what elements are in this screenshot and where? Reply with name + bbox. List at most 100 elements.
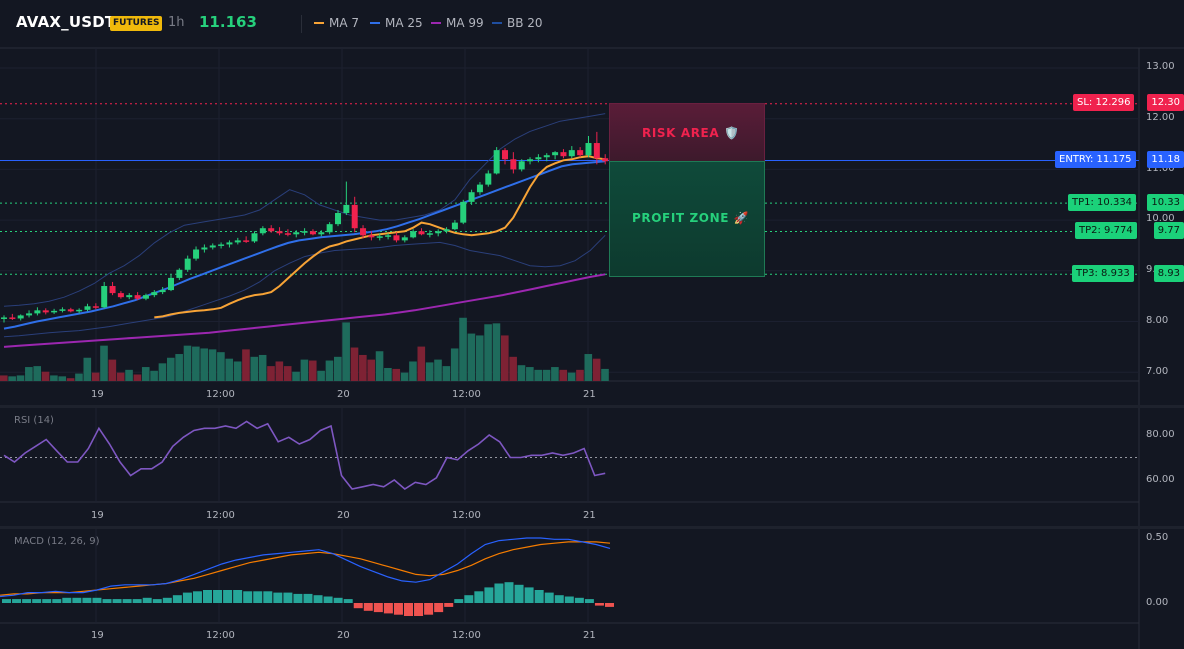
ma7-swatch-icon: [314, 22, 324, 24]
candle-body: [67, 309, 74, 312]
rsi-line: [3, 420, 606, 490]
volume-bar: [400, 372, 409, 381]
candle-body: [568, 150, 575, 157]
candle-body: [577, 150, 584, 156]
candle-body: [309, 231, 316, 235]
volume-bar: [459, 317, 467, 381]
volume-bar: [258, 354, 267, 381]
candle-body: [552, 152, 559, 156]
volume-bar: [567, 372, 576, 381]
macd-histogram-bar: [414, 603, 424, 616]
macd-histogram-bar: [253, 591, 263, 603]
timeframe-selector[interactable]: 1h: [168, 15, 185, 30]
time-tick: 20: [337, 630, 350, 641]
volume-bar: [434, 359, 442, 381]
candle-body: [460, 201, 467, 223]
volume-bar: [601, 368, 609, 381]
candle-body: [134, 295, 141, 299]
ma25-swatch-icon: [370, 22, 380, 24]
time-tick: 20: [337, 510, 350, 521]
volume-bar: [133, 374, 142, 381]
time-tick: 19: [91, 510, 104, 521]
volume-bar: [183, 345, 192, 381]
time-tick: 12:00: [206, 389, 235, 400]
candle-body: [284, 233, 291, 235]
candle-body: [426, 233, 433, 235]
volume-bar: [175, 354, 183, 381]
candle-body: [335, 213, 341, 225]
legend-ma25-label: MA 25: [385, 16, 423, 30]
macd-histogram-bar: [162, 597, 172, 603]
candle-body: [117, 293, 124, 298]
volume-bar: [551, 367, 559, 381]
candle-body: [51, 310, 58, 313]
candle-body: [176, 269, 183, 278]
macd-histogram-bar: [524, 587, 534, 603]
profit-zone[interactable]: [609, 161, 765, 277]
volume-bar: [492, 323, 501, 381]
candle-body: [527, 159, 534, 162]
volume-bar: [409, 361, 417, 381]
macd-histogram-bar: [92, 597, 102, 603]
macd-histogram-bar: [233, 590, 243, 603]
risk-area-zone[interactable]: [609, 103, 765, 162]
legend-ma7-label: MA 7: [329, 16, 360, 30]
time-tick: 12:00: [206, 510, 235, 521]
macd-histogram-bar: [192, 591, 202, 603]
macd-histogram-bar: [323, 596, 333, 603]
macd-histogram-bar: [574, 597, 584, 603]
macd-histogram-bar: [32, 599, 42, 603]
volume-bar: [75, 373, 83, 381]
candle-body: [301, 231, 308, 233]
legend-bb20[interactable]: BB 20: [492, 16, 543, 30]
candle-body: [418, 231, 425, 235]
macd-histogram-bar: [102, 599, 112, 603]
candle-body: [410, 231, 417, 238]
pane-divider: [0, 526, 1184, 529]
legend-ma99[interactable]: MA 99: [431, 16, 484, 30]
macd-histogram-bar: [474, 591, 484, 603]
header-divider: [301, 15, 302, 33]
chart-header: AVAX_USDT FUTURES 1h 11.163 MA 7 MA 25 M…: [0, 0, 1184, 48]
symbol-name[interactable]: AVAX_USDT: [16, 13, 116, 31]
volume-bar: [484, 324, 492, 381]
volume-bar: [25, 367, 33, 381]
tp1-tag: TP1: 10.334: [1068, 194, 1137, 211]
legend-ma7[interactable]: MA 7: [314, 16, 359, 30]
candle-body: [76, 309, 83, 312]
candle-body: [535, 157, 542, 160]
time-tick: 21: [583, 510, 596, 521]
candle-body: [201, 247, 208, 250]
time-tick: 19: [91, 389, 104, 400]
macd-histogram-bar: [182, 592, 192, 603]
tp3-tag: TP3: 8.933: [1072, 265, 1134, 282]
candle-body: [193, 249, 200, 259]
volume-bar: [450, 348, 459, 381]
rsi-tick: 60.00: [1146, 474, 1175, 485]
volume-bar: [91, 372, 100, 381]
legend-ma25[interactable]: MA 25: [370, 16, 423, 30]
macd-histogram-bar: [594, 603, 604, 606]
volume-bar: [342, 322, 350, 381]
ma25-line: [3, 160, 606, 330]
pane-divider: [0, 405, 1184, 408]
rsi-tick: 80.00: [1146, 429, 1175, 440]
bb-swatch-icon: [492, 22, 502, 24]
volume-bar: [592, 358, 601, 381]
volume-bar: [517, 365, 526, 381]
candle-body: [151, 292, 158, 296]
volume-bar: [267, 366, 275, 381]
tp2-value-tag: 9.77: [1153, 222, 1184, 239]
macd-signal-line: [0, 541, 611, 596]
volume-bar: [350, 347, 359, 381]
legend-bb-label: BB 20: [507, 16, 543, 30]
macd-histogram-bar: [313, 595, 323, 603]
risk-area-label: RISK AREA 🛡️: [642, 126, 740, 140]
candle-body: [226, 242, 233, 245]
macd-histogram-bar: [142, 597, 152, 603]
candle-body: [234, 240, 241, 243]
macd-histogram-bar: [333, 597, 343, 603]
macd-histogram-bar: [484, 587, 494, 603]
macd-histogram-bar: [62, 597, 72, 603]
